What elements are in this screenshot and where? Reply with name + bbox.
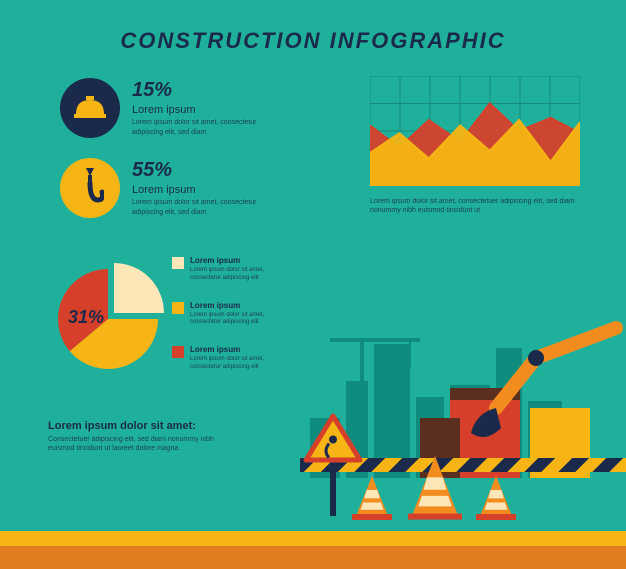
legend-swatch	[172, 302, 184, 314]
legend-item: Lorem ipsum Lorem ipsum dolor sit amet, …	[172, 301, 290, 328]
legend-swatch	[172, 346, 184, 358]
hardhat-icon	[60, 78, 120, 138]
legend-swatch	[172, 257, 184, 269]
area-chart: Lorem ipsum dolor sit amet, consectetuer…	[370, 76, 580, 215]
chart-caption: Lorem ipsum dolor sit amet, consectetuer…	[370, 197, 580, 215]
pie-chart-block: 31% Lorem ipsum Lorem ipsum dolor sit am…	[48, 256, 290, 372]
pie-center-label: 31%	[68, 307, 104, 328]
footer-title: Lorem ipsum dolor sit amet:	[48, 420, 218, 432]
stat-percent: 55%	[132, 159, 272, 182]
traffic-cone	[476, 474, 516, 527]
pie-chart: 31%	[48, 259, 158, 369]
stat-desc: Lorem ipsum dolor sit amet, consectetur …	[132, 118, 272, 136]
footer-block: Lorem ipsum dolor sit amet: Consectetuer…	[48, 420, 218, 453]
legend-desc: Lorem ipsum dolor sit amet, consectetur …	[190, 356, 290, 372]
stat-label: Lorem ipsum	[132, 184, 272, 196]
stat-percent: 15%	[132, 79, 272, 102]
legend-title: Lorem ipsum	[190, 301, 290, 310]
traffic-cone	[408, 454, 462, 527]
legend-title: Lorem ipsum	[190, 345, 290, 354]
legend-desc: Lorem ipsum dolor sit amet, consectetur …	[190, 267, 290, 283]
page-title: CONSTRUCTION INFOGRAPHIC	[0, 28, 626, 54]
hook-icon	[60, 158, 120, 218]
stat-hook: 55% Lorem ipsum Lorem ipsum dolor sit am…	[60, 158, 272, 218]
legend-item: Lorem ipsum Lorem ipsum dolor sit amet, …	[172, 256, 290, 283]
stat-label: Lorem ipsum	[132, 104, 272, 116]
legend-desc: Lorem ipsum dolor sit amet, consectetur …	[190, 312, 290, 328]
legend-item: Lorem ipsum Lorem ipsum dolor sit amet, …	[172, 345, 290, 372]
traffic-cone	[352, 474, 392, 527]
stat-hardhat: 15% Lorem ipsum Lorem ipsum dolor sit am…	[60, 78, 272, 138]
stat-desc: Lorem ipsum dolor sit amet, consectetur …	[132, 198, 272, 216]
ground-strip	[0, 531, 626, 569]
footer-desc: Consectetuer adipiscing elit, sed diam n…	[48, 435, 218, 453]
legend-title: Lorem ipsum	[190, 256, 290, 265]
infographic-canvas: CONSTRUCTION INFOGRAPHIC 15% Lorem ipsum…	[0, 0, 626, 569]
pie-legend: Lorem ipsum Lorem ipsum dolor sit amet, …	[172, 256, 290, 372]
